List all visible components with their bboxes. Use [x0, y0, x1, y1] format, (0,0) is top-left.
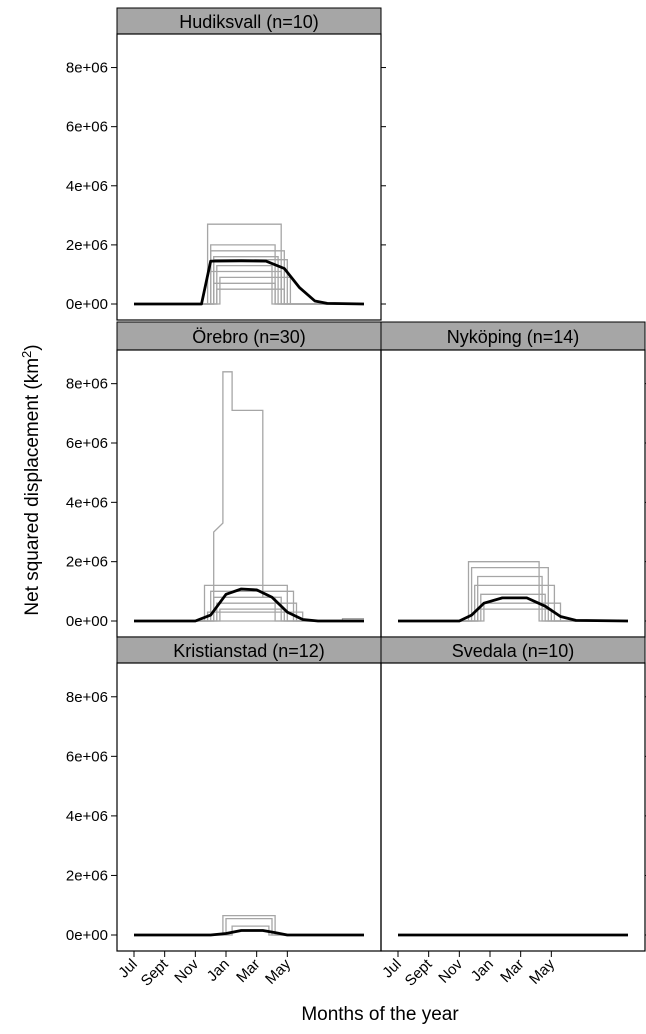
individual-track-line	[134, 259, 364, 305]
panel-4: Svedala (n=10)	[380, 636, 646, 952]
panel-title: Svedala (n=10)	[452, 641, 575, 661]
panel-strip	[380, 636, 646, 664]
y-tick-label: 6e+06	[66, 119, 108, 136]
individual-track-line	[134, 608, 364, 622]
x-tick-label: May	[526, 955, 558, 987]
y-tick-label: 8e+06	[66, 376, 108, 393]
individual-track-line	[134, 244, 364, 305]
y-tick-label: 2e+06	[66, 867, 108, 884]
panel-title: Kristianstad (n=12)	[173, 641, 325, 661]
individual-track-line	[398, 561, 628, 622]
individual-track-line	[134, 223, 364, 305]
individual-track-line	[134, 917, 364, 936]
x-tick-label: Mar	[233, 956, 263, 986]
y-axis-title-close: )	[22, 344, 43, 350]
x-tick-label: Sept	[402, 955, 436, 989]
x-tick-label: May	[262, 955, 294, 987]
individual-track-line	[134, 288, 364, 305]
panel-strip	[116, 7, 382, 35]
individual-track-line	[134, 276, 364, 305]
individual-track-line	[134, 371, 364, 622]
individual-track-line	[134, 256, 364, 305]
y-tick-label: 0e+00	[66, 927, 108, 944]
x-axis-title: Months of the year	[301, 1004, 459, 1025]
x-tick-label: Nov	[171, 955, 202, 986]
panel-frame	[116, 662, 382, 952]
y-tick-label: 8e+06	[66, 60, 108, 77]
panel-frame	[116, 33, 382, 321]
y-tick-label: 4e+06	[66, 808, 108, 825]
panel-2: Nyköping (n=14)	[380, 321, 646, 638]
y-tick-label: 2e+06	[66, 237, 108, 254]
y-tick-label: 6e+06	[66, 435, 108, 452]
panel-0: Hudiksvall (n=10) 0e+00 2e+06 4e+06 6e+06 8e+…	[66, 7, 386, 321]
y-tick-label: 0e+00	[66, 613, 108, 630]
panel-3: Kristianstad (n=12) 0e+00 2e+06 4e+06 6e+06 8…	[66, 636, 382, 952]
x-tick-label: Jan	[204, 956, 233, 985]
individual-track-line	[134, 282, 364, 305]
y-axis-title: Net squared displacement (km2)	[19, 344, 44, 615]
panel-strip	[380, 321, 646, 351]
y-tick-label: 2e+06	[66, 554, 108, 571]
x-tick-label: Nov	[435, 955, 466, 986]
y-tick-label: 6e+06	[66, 748, 108, 765]
panel-1: Örebro (n=30) 0e+00 2e+06 4e+06 6e+06 8e+06	[66, 321, 382, 638]
y-axis-title-superscript: 2	[19, 351, 34, 358]
mean-curve-line	[134, 929, 364, 937]
individual-track-line	[398, 602, 628, 622]
panel-strip	[116, 636, 382, 664]
panel-title: Nyköping (n=14)	[447, 327, 580, 347]
panel-title: Örebro (n=30)	[192, 327, 306, 347]
mean-curve-line	[398, 596, 629, 623]
individual-track-line	[134, 590, 364, 622]
panel-frame	[380, 662, 646, 952]
y-tick-label: 8e+06	[66, 689, 108, 706]
mean-curve-line	[134, 259, 365, 306]
individual-track-line	[134, 270, 364, 305]
y-tick-label: 4e+06	[66, 178, 108, 195]
x-tick-label: Mar	[497, 956, 527, 986]
y-tick-label: 4e+06	[66, 494, 108, 511]
y-tick-label: 0e+00	[66, 296, 108, 313]
mean-curve-line	[134, 587, 364, 623]
x-tick-label: Sept	[138, 955, 172, 989]
individual-track-line	[398, 608, 628, 622]
x-tick-label: Jan	[468, 956, 497, 985]
y-axis-title-main: Net squared displacement (km	[22, 358, 43, 616]
panel-frame	[116, 349, 382, 638]
panel-title: Hudiksvall (n=10)	[179, 12, 319, 32]
